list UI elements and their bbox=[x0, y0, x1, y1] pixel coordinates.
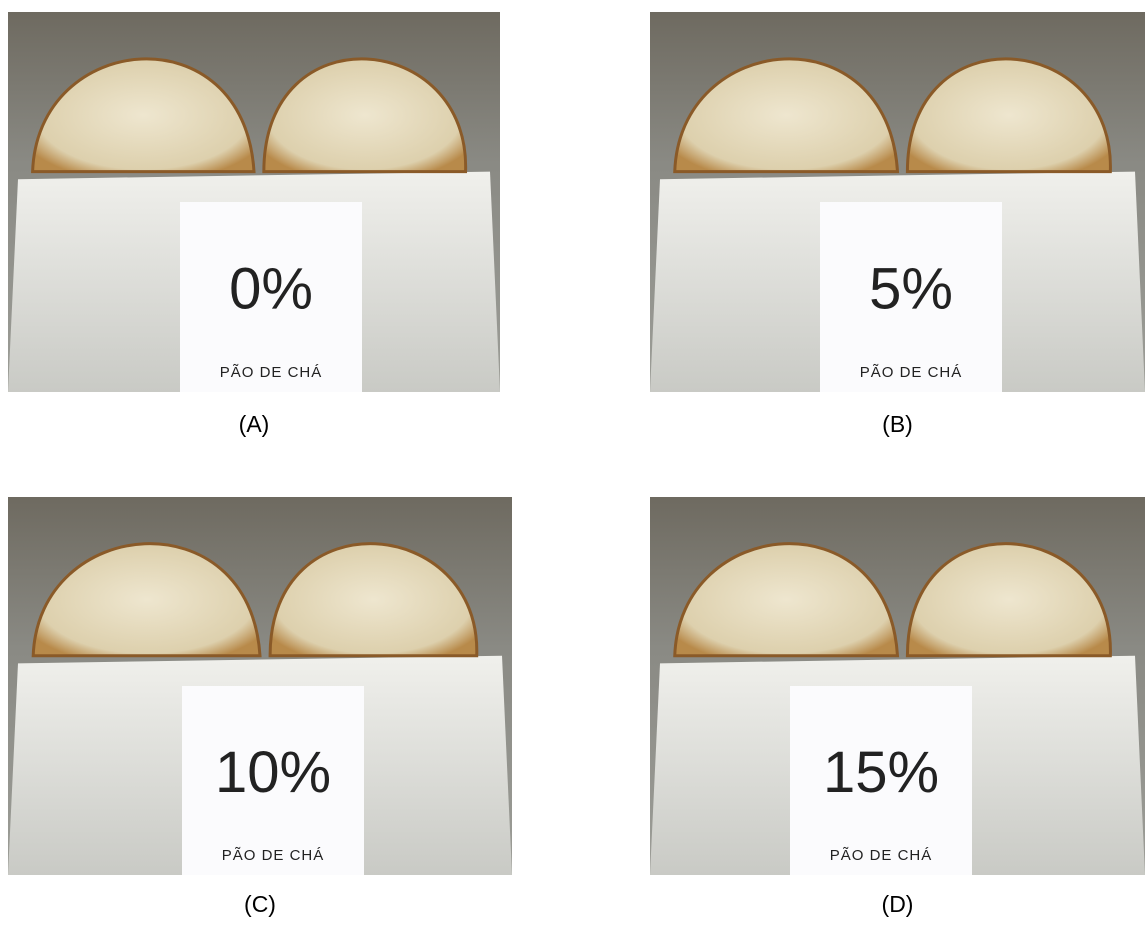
card-label: 5% bbox=[869, 256, 953, 321]
card-sublabel: PÃO DE CHÁ bbox=[220, 364, 323, 381]
photo: 15% PÃO DE CHÁ bbox=[650, 497, 1145, 875]
caption: (C) bbox=[244, 891, 276, 917]
card-label: 15% bbox=[823, 740, 939, 805]
photo: 0% PÃO DE CHÁ bbox=[8, 12, 500, 392]
card-sublabel: PÃO DE CHÁ bbox=[860, 364, 963, 381]
caption: (B) bbox=[882, 411, 913, 437]
figure: 0% PÃO DE CHÁ (A) 5% PÃO DE CHÁ (B) 10% PÃO DE … bbox=[0, 0, 1145, 929]
photo: 5% PÃO DE CHÁ bbox=[650, 12, 1145, 392]
caption: (A) bbox=[239, 411, 270, 437]
card-sublabel: PÃO DE CHÁ bbox=[830, 847, 933, 864]
photo: 10% PÃO DE CHÁ bbox=[8, 497, 512, 875]
card-sublabel: PÃO DE CHÁ bbox=[222, 847, 325, 864]
card-label: 10% bbox=[215, 740, 331, 805]
caption: (D) bbox=[882, 891, 914, 917]
card-label: 0% bbox=[229, 256, 313, 321]
